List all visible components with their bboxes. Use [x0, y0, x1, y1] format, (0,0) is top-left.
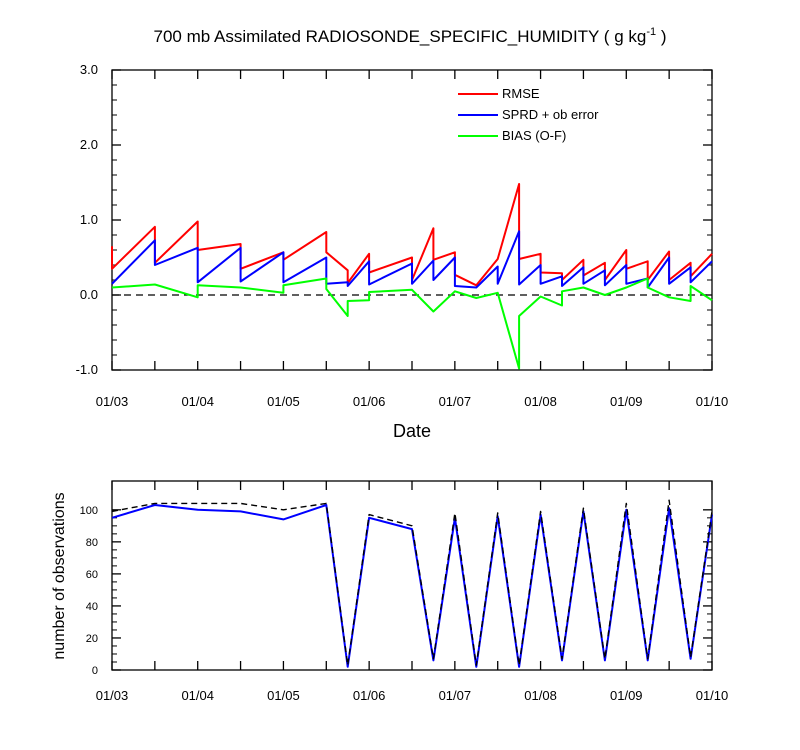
chart-title: 700 mb Assimilated RADIOSONDE_SPECIFIC_H… [154, 26, 667, 46]
bottom-series-line-2 [111, 499, 713, 666]
chart-title-main: 700 mb Assimilated RADIOSONDE_SPECIFIC_H… [154, 27, 647, 46]
bottom-y-tick-label: 100 [80, 505, 98, 517]
bottom-y-tick-label: 60 [86, 569, 98, 581]
chart-title-superscript: -1 [646, 26, 656, 38]
legend-label-1: RMSE [502, 86, 540, 101]
chart-title-end: ) [656, 27, 666, 46]
top-x-tick-label: 01/04 [181, 394, 214, 409]
bottom-x-tick-label: 01/10 [696, 688, 729, 703]
bottom-y-axis-label: number of observations [51, 492, 68, 659]
top-plot-frame [111, 69, 713, 371]
top-y-tick-label: 3.0 [80, 62, 98, 77]
bottom-series-line-1 [111, 504, 713, 668]
top-series-line-2 [111, 230, 713, 289]
top-x-tick-label: 01/09 [610, 394, 643, 409]
bottom-x-tick-label: 01/05 [267, 688, 300, 703]
legend-label-2: SPRD + ob error [502, 107, 599, 122]
bottom-x-tick-label: 01/03 [96, 688, 129, 703]
bottom-plot: 01/03 01/04 01/05 01/06 01/07 01/08 01/09 01/10… [80, 480, 729, 703]
top-x-axis-label: Date [393, 421, 431, 441]
top-x-tick-label: 01/06 [353, 394, 386, 409]
chart-legend: RMSE SPRD + ob error BIAS (O-F) [458, 86, 599, 143]
top-x-tick-label: 01/05 [267, 394, 300, 409]
bottom-y-tick-label: 0 [92, 665, 98, 677]
top-y-tick-label: 0.0 [80, 287, 98, 302]
bottom-x-tick-label: 01/06 [353, 688, 386, 703]
top-x-tick-label: 01/07 [439, 394, 472, 409]
top-x-tick-label: 01/03 [96, 394, 129, 409]
top-y-tick-label: 1.0 [80, 212, 98, 227]
bottom-x-tick-label: 01/07 [439, 688, 472, 703]
bottom-y-tick-label: 40 [86, 601, 98, 613]
top-x-tick-label: 01/10 [696, 394, 729, 409]
bottom-y-tick-label: 20 [86, 633, 98, 645]
top-y-tick-label: -1.0 [76, 362, 98, 377]
top-series-line-3 [111, 277, 713, 370]
top-y-tick-label: 2.0 [80, 137, 98, 152]
top-x-tick-label: 01/08 [524, 394, 557, 409]
bottom-x-tick-label: 01/04 [181, 688, 214, 703]
bottom-x-tick-label: 01/09 [610, 688, 643, 703]
top-plot: 01/03 01/04 01/05 01/06 01/07 01/08 01/09 01/10… [76, 62, 729, 409]
bottom-y-tick-label: 80 [86, 537, 98, 549]
legend-label-3: BIAS (O-F) [502, 128, 566, 143]
bottom-x-tick-label: 01/08 [524, 688, 557, 703]
